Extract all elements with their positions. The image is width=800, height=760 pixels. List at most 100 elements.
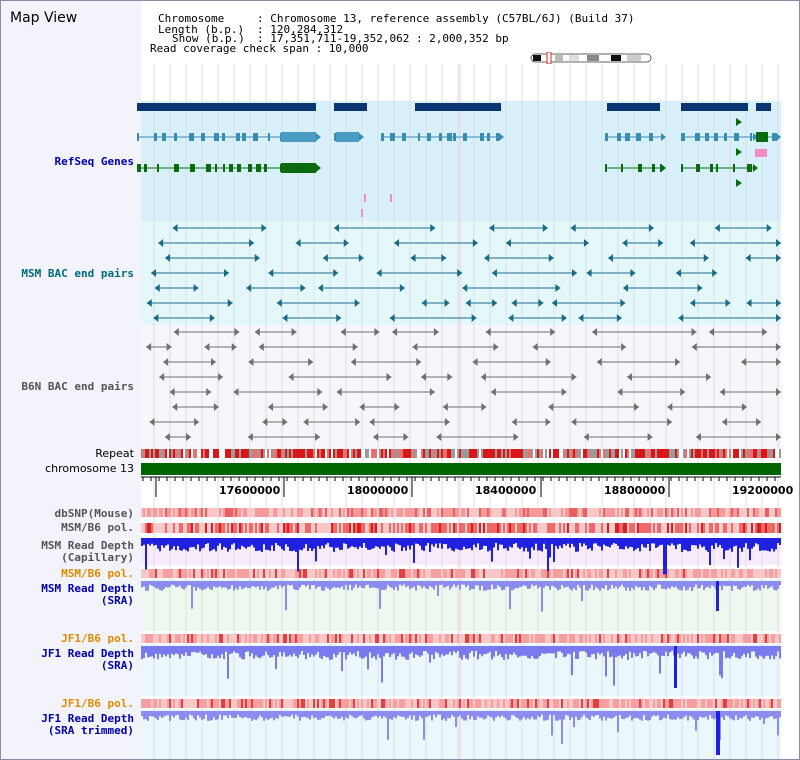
polymorphism-cell <box>675 569 677 578</box>
bac-end <box>548 254 554 262</box>
depth-bar <box>703 711 705 718</box>
depth-bar <box>559 581 561 590</box>
depth-bar <box>257 581 259 587</box>
polymorphism-cell <box>559 699 561 708</box>
chromosome-ideogram[interactable] <box>529 52 653 64</box>
polymorphism-cell <box>401 569 403 578</box>
depth-bar <box>775 581 777 591</box>
polymorphism-cell <box>399 699 401 708</box>
polymorphism-cell <box>483 699 485 708</box>
polymorphism-cell <box>501 523 503 533</box>
depth-bar <box>751 581 753 586</box>
label-dbsnp[interactable]: dbSNP(Mouse) <box>54 507 134 520</box>
polymorphism-cell <box>213 699 215 708</box>
polymorphism-cell <box>191 634 193 643</box>
depth-bar <box>477 581 479 586</box>
label-jf1-pol-2[interactable]: JF1/B6 pol. <box>61 697 134 710</box>
polymorphism-cell <box>665 523 667 533</box>
polymorphism-cell <box>417 634 419 643</box>
polymorphism-cell <box>567 699 569 708</box>
depth-bar <box>163 538 165 548</box>
polymorphism-cell <box>327 699 329 708</box>
depth-bar <box>277 538 279 546</box>
label-msm-pol[interactable]: MSM/B6 pol. <box>61 521 134 534</box>
polymorphism-cell <box>761 508 763 517</box>
polymorphism-cell <box>355 523 357 533</box>
depth-bar <box>703 581 705 591</box>
depth-bar <box>331 711 333 718</box>
polymorphism-cell <box>211 523 213 533</box>
polymorphism-cell <box>455 508 457 517</box>
label-jf1-depth-trim[interactable]: JF1 Read Depth <box>41 712 134 725</box>
polymorphism-cell <box>571 634 573 643</box>
polymorphism-cell <box>559 569 561 578</box>
polymorphism-cell <box>703 523 705 533</box>
label-jf1-depth-sra[interactable]: JF1 Read Depth <box>41 647 134 660</box>
polymorphism-cell <box>559 634 561 643</box>
depth-bar <box>561 538 563 549</box>
polymorphism-cell <box>499 699 501 708</box>
polymorphism-cell <box>579 508 581 517</box>
bac-end <box>369 418 375 426</box>
depth-bar <box>635 711 637 718</box>
depth-bar <box>167 538 169 545</box>
depth-bar <box>269 581 271 590</box>
depth-bar <box>377 711 379 718</box>
depth-bar <box>487 711 489 716</box>
repeat-segment <box>711 449 713 458</box>
polymorphism-cell <box>341 508 343 517</box>
depth-bar <box>207 711 209 721</box>
depth-bar <box>453 538 455 552</box>
repeat-segment <box>157 449 159 458</box>
depth-bar <box>369 711 371 720</box>
polymorphism-cell <box>217 634 219 643</box>
polymorphism-cell <box>771 569 773 578</box>
bac-end <box>762 328 768 336</box>
polymorphism-cell <box>249 523 251 533</box>
polymorphism-cell <box>769 523 771 533</box>
depth-bar <box>283 711 285 717</box>
polymorphism-cell <box>755 699 757 708</box>
depth-bar <box>765 646 767 657</box>
polymorphism-cell <box>231 523 233 533</box>
polymorphism-cell <box>287 634 289 643</box>
polymorphism-cell <box>143 523 145 533</box>
polymorphism-cell <box>769 569 771 578</box>
polymorphism-cell <box>769 508 771 517</box>
depth-bar <box>709 581 711 589</box>
label-jf1-pol[interactable]: JF1/B6 pol. <box>61 632 134 645</box>
repeat-segment <box>597 449 599 458</box>
repeat-segment <box>669 449 671 458</box>
repeat-segment <box>243 449 245 458</box>
label-refseq-genes[interactable]: RefSeq Genes <box>54 155 134 168</box>
polymorphism-cell <box>349 569 351 578</box>
polymorphism-cell <box>361 699 363 708</box>
polymorphism-cell <box>429 523 431 533</box>
label-msm-depth-sra[interactable]: MSM Read Depth <box>41 582 134 595</box>
label-b6n-bac[interactable]: B6N BAC end pairs <box>21 380 134 393</box>
depth-bar <box>403 538 405 548</box>
depth-bar <box>455 581 457 588</box>
depth-bar <box>171 581 173 585</box>
depth-bar <box>493 581 495 590</box>
label-msm-depth-cap[interactable]: MSM Read Depth <box>41 539 134 552</box>
depth-bar <box>191 581 193 609</box>
repeat-segment <box>257 449 259 458</box>
depth-bar <box>515 646 517 655</box>
depth-bar <box>361 538 363 548</box>
depth-bar <box>643 646 645 652</box>
depth-bar <box>267 581 269 591</box>
polymorphism-cell <box>195 508 197 517</box>
polymorphism-cell <box>647 523 649 533</box>
depth-bar <box>251 581 253 587</box>
depth-bar <box>411 538 413 546</box>
polymorphism-cell <box>279 569 281 578</box>
depth-bar <box>773 538 775 552</box>
depth-bar <box>599 538 601 547</box>
depth-bar <box>717 646 719 653</box>
label-msm-pol-2[interactable]: MSM/B6 pol. <box>61 567 134 580</box>
polymorphism-cell <box>399 569 401 578</box>
label-msm-bac[interactable]: MSM BAC end pairs <box>21 267 134 280</box>
polymorphism-cell <box>365 569 367 578</box>
